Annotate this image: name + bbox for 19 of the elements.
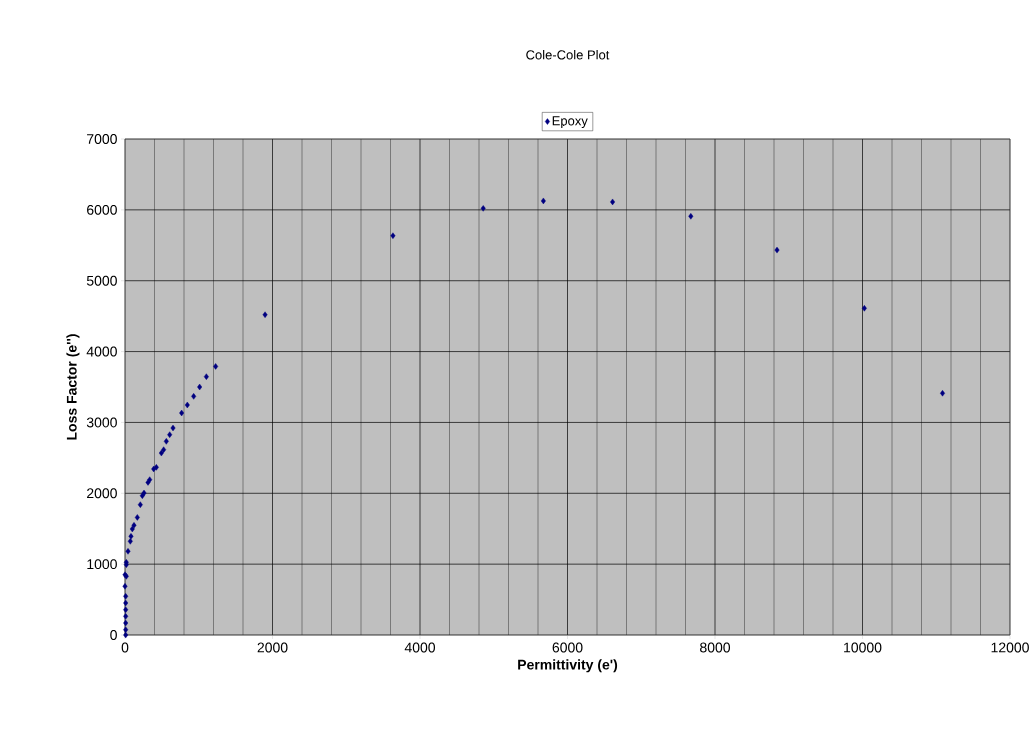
y-tick-label: 3000 [86, 417, 117, 428]
y-tick-label: 7000 [87, 134, 117, 144]
chart-title: Cole-Cole Plot [526, 49, 610, 60]
x-axis-title: Permittivity (e') [518, 659, 618, 673]
x-tick-label: 0 [121, 642, 129, 653]
x-tick-label: 8000 [700, 642, 731, 653]
x-tick-label: 6000 [552, 642, 583, 653]
legend-label: Epoxy [552, 116, 588, 128]
x-tick-label: 2000 [257, 642, 288, 653]
y-tick-label: 4000 [86, 346, 117, 357]
y-tick-label: 1000 [87, 559, 117, 570]
x-tick-label: 12000 [991, 642, 1029, 653]
y-tick-label: 0 [110, 630, 117, 640]
y-tick-label: 6000 [87, 204, 117, 215]
x-tick-label: 4000 [404, 642, 436, 653]
y-axis-title: Loss Factor (e'') [66, 334, 80, 440]
y-tick-label: 2000 [87, 488, 117, 499]
y-tick-label: 5000 [86, 275, 117, 286]
x-tick-label: 10000 [844, 642, 882, 653]
